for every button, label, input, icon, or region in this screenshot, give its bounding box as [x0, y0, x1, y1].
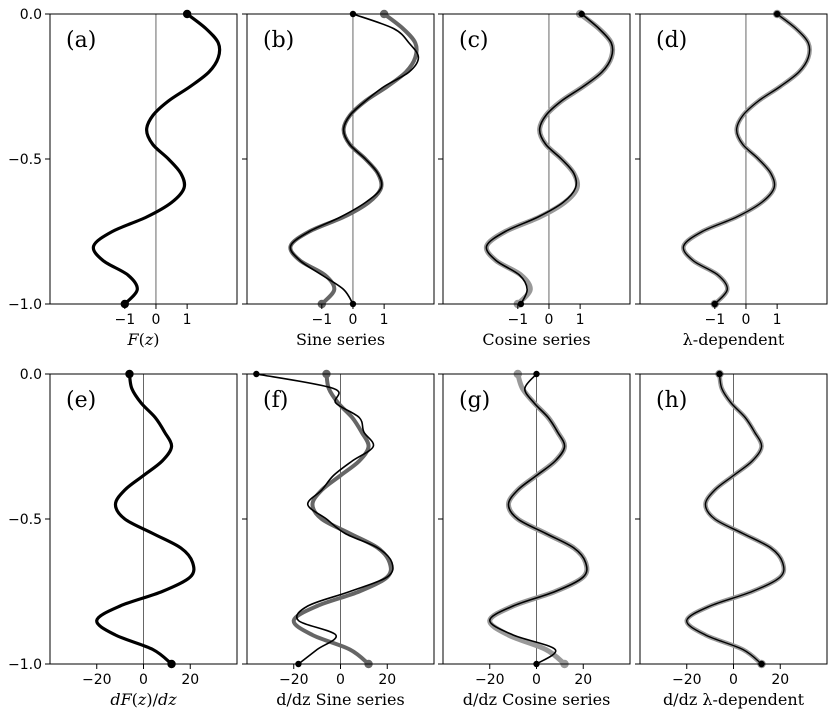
x-tick-label: −1: [114, 312, 135, 328]
panel-label: (h): [656, 388, 687, 413]
x-tick-label: −20: [475, 672, 505, 688]
x-tick-label: 0: [336, 672, 345, 688]
axes-frame: [49, 13, 238, 305]
series-line-1: [681, 11, 812, 307]
x-tick-label: −1: [507, 312, 528, 328]
x-tick-label: 0: [532, 672, 541, 688]
panel-label: (c): [459, 28, 489, 53]
series-line-1: [487, 371, 590, 667]
x-axis-label: dF(z)/dz: [110, 690, 177, 709]
x-tick-label: 0: [742, 312, 751, 328]
y-tick-label: −0.5: [8, 512, 42, 528]
x-tick-label: −20: [82, 672, 112, 688]
panel-c: −1 0 1 Cosine series (c): [438, 9, 631, 349]
x-tick-label: 20: [771, 672, 789, 688]
x-axis-label: Sine series: [296, 330, 385, 349]
y-tick-label: 0.0: [20, 7, 42, 23]
panel-f: −20 0 20 d/dz Sine series (f): [242, 369, 435, 709]
panel-label: (e): [66, 388, 96, 413]
x-tick-label: 20: [378, 672, 396, 688]
series-line-2: [485, 13, 614, 305]
panel-g: −20 0 20 d/dz Cosine series (g): [438, 369, 631, 709]
y-tick-label: −0.5: [8, 152, 42, 168]
series-line-1: [95, 372, 196, 666]
panel-e: −20 0 20 0.0 −0.5 −1.0 dF(z)/dz (e): [8, 367, 238, 709]
axes-frame: [442, 13, 631, 305]
x-tick-label: 0: [349, 312, 358, 328]
x-tick-label: 0: [152, 312, 161, 328]
x-tick-label: 1: [183, 312, 192, 328]
x-tick-label: 1: [576, 312, 585, 328]
x-tick-label: 0: [139, 672, 148, 688]
series-line-2: [289, 13, 420, 305]
panel-h: −20 0 20 d/dz λ-dependent (h): [635, 369, 828, 709]
series-line-2: [686, 373, 785, 665]
series-line-1: [483, 11, 616, 307]
series-line-2: [682, 13, 811, 305]
x-tick-label: 0: [729, 672, 738, 688]
y-tick-label: −1.0: [8, 657, 42, 673]
x-tick-label: −1: [311, 312, 332, 328]
panel-label: (b): [263, 28, 294, 53]
series-line-2: [255, 373, 394, 665]
x-tick-label: 20: [574, 672, 592, 688]
x-axis-label: F(z): [126, 330, 159, 349]
panel-label: (g): [459, 388, 490, 413]
series-line-2: [488, 373, 588, 665]
series-line-1: [288, 12, 419, 306]
x-tick-label: 1: [773, 312, 782, 328]
x-axis-label: λ-dependent: [683, 330, 785, 349]
x-tick-label: 0: [545, 312, 554, 328]
panel-label: (d): [656, 28, 687, 53]
x-tick-label: 20: [181, 672, 199, 688]
panel-d: −1 0 1 λ-dependent (d): [635, 9, 828, 349]
series-line-1: [291, 372, 393, 666]
x-tick-label: 1: [380, 312, 389, 328]
series-line-1: [91, 12, 222, 306]
y-tick-label: 0.0: [20, 367, 42, 383]
panel-label: (f): [263, 388, 288, 413]
axes-frame: [246, 13, 435, 305]
panel-b: −1 0 1 Sine series (b): [242, 9, 435, 349]
x-axis-label: Cosine series: [482, 330, 590, 349]
series-line-1: [684, 371, 787, 667]
axes-frame: [639, 13, 828, 305]
x-axis-label: d/dz Sine series: [276, 690, 404, 709]
panel-label: (a): [66, 28, 96, 53]
x-tick-label: −20: [279, 672, 309, 688]
x-tick-label: −20: [672, 672, 702, 688]
x-axis-label: d/dz λ-dependent: [663, 690, 805, 709]
y-tick-label: −1.0: [8, 297, 42, 313]
panel-a: −1 0 1 0.0 −0.5 −1.0 F(z) (a): [8, 7, 238, 349]
x-axis-label: d/dz Cosine series: [463, 690, 611, 709]
x-tick-label: −1: [704, 312, 725, 328]
